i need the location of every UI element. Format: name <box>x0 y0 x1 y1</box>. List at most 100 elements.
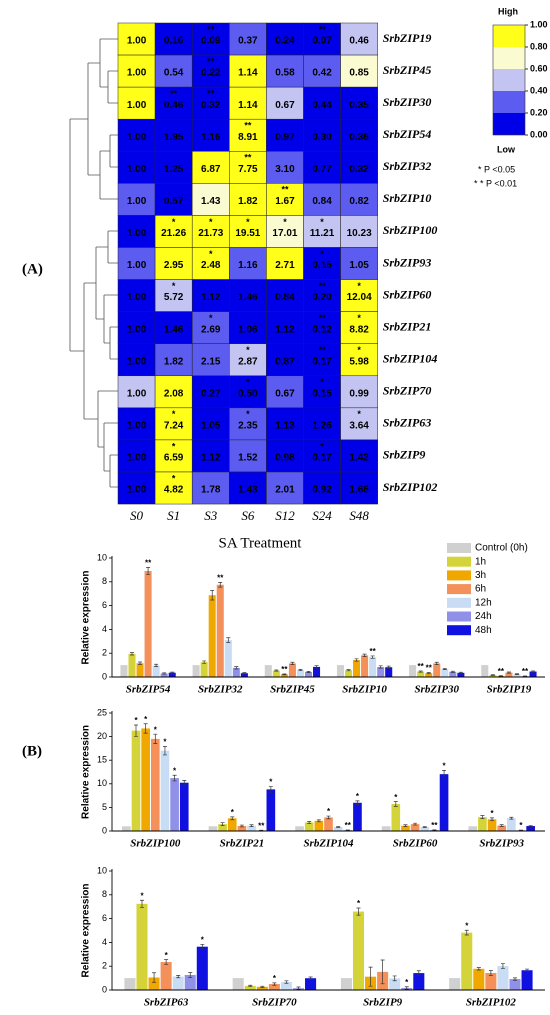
cell-star: ** <box>281 185 289 195</box>
bar-star: ** <box>345 821 352 830</box>
bar <box>413 973 425 990</box>
bar-star: * <box>442 762 446 771</box>
cell-value: 21.73 <box>198 228 223 239</box>
cell-value: 2.48 <box>201 260 221 271</box>
cell-value: 0.32 <box>349 164 369 175</box>
cell-value: 1.00 <box>127 36 147 47</box>
cell-value: 1.00 <box>127 356 147 367</box>
cell-star: * <box>357 345 361 355</box>
color-band <box>493 47 525 69</box>
row-label: SrbZIP93 <box>383 255 432 269</box>
bar <box>272 670 280 677</box>
cell-value: 1.43 <box>201 196 221 207</box>
cell-value: 2.35 <box>238 421 258 432</box>
y-tick-label: 6 <box>102 600 107 610</box>
bar <box>227 818 237 831</box>
heat-cell <box>154 183 193 216</box>
row-label: SrbZIP104 <box>383 351 438 365</box>
cell-value: 1.16 <box>238 260 258 271</box>
column-label: S1 <box>167 508 180 523</box>
x-tick-label: SrbZIP54 <box>126 684 171 696</box>
x-tick-label: SrbZIP93 <box>479 838 524 850</box>
error-bar <box>488 970 493 976</box>
heat-cell <box>154 343 193 377</box>
cell-star: * <box>172 281 176 291</box>
error-bar <box>308 976 313 980</box>
error-bar <box>490 674 495 676</box>
cell-value: 17.01 <box>272 228 297 239</box>
bar-star: * <box>490 809 494 818</box>
y-tick-label: 0 <box>102 984 107 994</box>
legend-swatch <box>447 597 471 608</box>
row-label: SrbZIP30 <box>383 95 432 109</box>
cell-value: 1.46 <box>238 292 258 303</box>
heat-cell <box>303 54 341 88</box>
legend-swatch <box>447 570 471 581</box>
column-label: S24 <box>312 508 332 523</box>
bar <box>208 826 218 831</box>
cell-value: 0.24 <box>275 36 295 47</box>
y-tick-label: 4 <box>102 624 107 634</box>
row-label: SrbZIP102 <box>383 480 438 494</box>
error-bar <box>290 661 295 665</box>
error-bar <box>413 822 418 826</box>
cell-value: 1.00 <box>127 453 147 464</box>
heat-cell <box>117 247 156 280</box>
legend-label: 1h <box>475 556 486 567</box>
row-label: SrbZIP10 <box>383 191 432 205</box>
bar <box>240 673 248 677</box>
error-bar <box>130 652 134 656</box>
bar <box>184 975 196 990</box>
cell-value: 5.98 <box>349 356 369 367</box>
error-bar <box>146 567 151 575</box>
cell-star: * <box>283 217 287 227</box>
heat-cell <box>303 439 341 473</box>
heat-cell <box>303 183 341 216</box>
bar <box>529 671 537 677</box>
cell-value: 1.00 <box>127 260 147 271</box>
column-label: S12 <box>275 508 295 523</box>
cell-value: 0.67 <box>275 100 295 111</box>
error-bar <box>226 637 231 643</box>
cell-value: 0.50 <box>238 388 258 399</box>
cell-value: 1.00 <box>127 324 147 335</box>
bar <box>433 663 441 677</box>
heat-cell <box>229 471 267 505</box>
cell-value: 1.06 <box>238 324 258 335</box>
bar <box>256 986 268 990</box>
bar-star: * <box>201 935 205 944</box>
heat-cell <box>340 279 378 312</box>
cell-value: 1.14 <box>238 68 258 79</box>
cell-star: * <box>320 377 324 387</box>
bar <box>170 778 179 831</box>
cell-value: 1.67 <box>275 196 295 207</box>
bar-star: * <box>154 725 158 734</box>
bar <box>266 789 276 831</box>
bar <box>507 818 516 831</box>
legend-swatch <box>447 556 471 567</box>
bar <box>340 978 352 990</box>
cell-value: 0.92 <box>312 485 332 496</box>
cell-value: 0.84 <box>275 292 295 303</box>
bar <box>218 824 227 831</box>
heat-cell <box>229 407 267 441</box>
y-tick-label: 10 <box>97 552 107 562</box>
error-bar <box>506 671 511 674</box>
y-tick-label: 2 <box>102 961 107 971</box>
heat-cell <box>229 279 267 312</box>
cell-star: * <box>209 217 213 227</box>
cell-value: 0.16 <box>164 36 184 47</box>
bar <box>136 903 148 990</box>
legend-label: Control (0h) <box>475 543 528 554</box>
bar <box>148 977 160 990</box>
error-bar <box>480 815 485 819</box>
cell-value: 0.67 <box>275 388 295 399</box>
heat-cell <box>117 215 156 248</box>
heat-cell <box>229 54 267 88</box>
error-bar <box>176 975 181 979</box>
heat-cell <box>117 279 156 312</box>
cell-value: 0.22 <box>201 68 221 79</box>
bar <box>353 802 362 831</box>
cell-star: * <box>357 281 361 291</box>
x-tick-label: SrbZIP60 <box>393 838 438 850</box>
